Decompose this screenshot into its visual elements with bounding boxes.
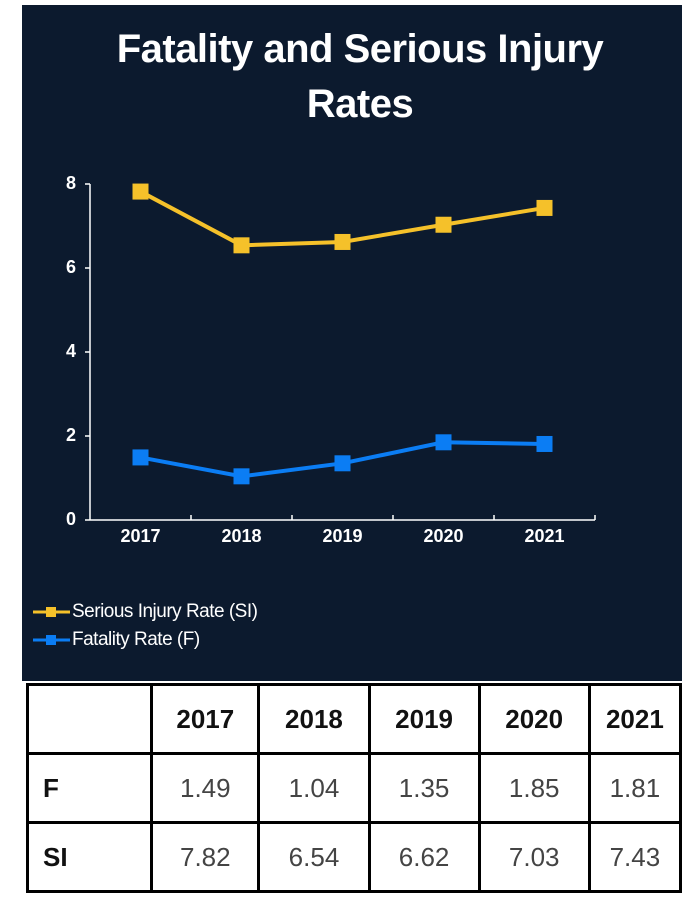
legend-label: Serious Injury Rate (SI) <box>72 601 258 622</box>
point <box>536 199 553 216</box>
y-tick-label: 4 <box>66 341 76 361</box>
header-cell: 2018 <box>257 683 371 755</box>
point <box>132 183 149 200</box>
row-label: SI <box>25 821 154 893</box>
chart-title: Fatality and Serious Injury Rates <box>116 27 604 126</box>
point <box>536 435 553 452</box>
header-cell: 2017 <box>150 683 261 755</box>
legend-marker <box>46 607 56 617</box>
value-cell: 1.04 <box>257 752 371 824</box>
x-tick-label: 2020 <box>423 526 463 546</box>
point <box>334 233 351 250</box>
point <box>435 434 452 451</box>
y-tick-label: 6 <box>66 257 76 277</box>
header-row: 2017 2018 2019 2020 2021 <box>25 683 682 755</box>
table-row: SI 7.82 6.54 6.62 7.03 7.43 <box>25 821 682 893</box>
value-cell: 7.82 <box>150 821 261 893</box>
x-tick-label: 2021 <box>524 526 564 546</box>
value-cell: 7.03 <box>477 821 591 893</box>
value-cell: 1.85 <box>477 752 591 824</box>
table-row: F 1.49 1.04 1.35 1.85 1.81 <box>25 752 682 824</box>
y-tick-label: 0 <box>66 509 76 529</box>
chart: 0 2 4 6 8 2017 2018 2019 2020 2021 Serious Injury … <box>33 173 596 650</box>
x-tick-label: 2018 <box>221 526 261 546</box>
value-cell: 1.49 <box>150 752 261 824</box>
row-label: F <box>25 752 154 824</box>
x-tick-label: 2019 <box>322 526 362 546</box>
point <box>435 216 452 233</box>
chart-panel <box>22 5 682 681</box>
header-cell: 2021 <box>587 683 682 755</box>
point <box>233 468 250 485</box>
data-table: 2017 2018 2019 2020 2021 F 1.49 1.04 1.35 1.85 1.… <box>25 683 682 893</box>
x-tick-label: 2017 <box>120 526 160 546</box>
header-cell: 2020 <box>477 683 591 755</box>
point <box>233 237 250 254</box>
point <box>132 449 149 466</box>
value-cell: 7.43 <box>587 821 682 893</box>
legend-label: Fatality Rate (F) <box>72 629 200 650</box>
y-tick-label: 2 <box>66 425 76 445</box>
empty-cell <box>25 683 154 755</box>
value-cell: 6.62 <box>367 821 481 893</box>
value-cell: 1.35 <box>367 752 481 824</box>
y-tick-label: 8 <box>66 173 76 193</box>
legend-marker <box>46 635 56 645</box>
header-cell: 2019 <box>367 683 481 755</box>
point <box>334 455 351 472</box>
value-cell: 1.81 <box>587 752 682 824</box>
value-cell: 6.54 <box>257 821 371 893</box>
